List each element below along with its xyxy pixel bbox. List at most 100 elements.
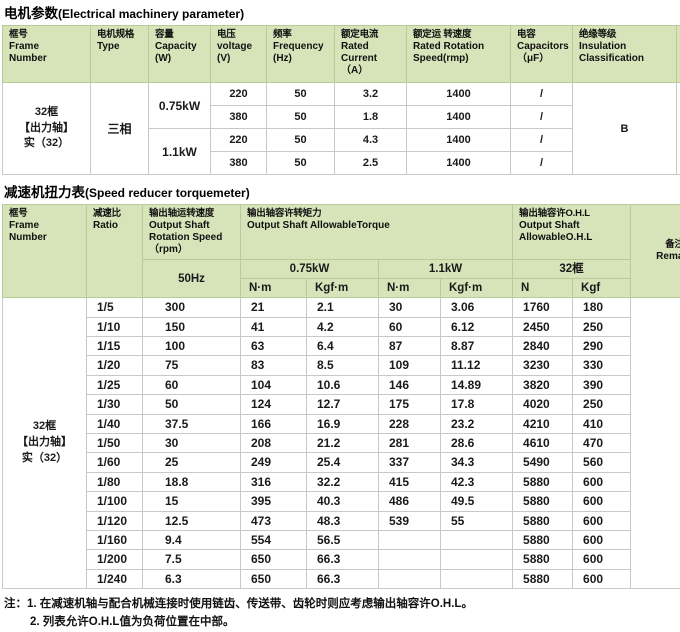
reducer-ohl-kgf: 470 xyxy=(573,434,631,453)
footnotes: 注：1. 在减速机轴与配合机械连接时使用链齿、传送带、齿轮时则应考虑输出轴容许O… xyxy=(4,596,680,632)
reducer-ohl-n: 5880 xyxy=(513,550,573,569)
reducer-ohl-n: 3230 xyxy=(513,356,573,375)
reducer-torque-11-nm: 60 xyxy=(379,317,441,336)
reducer-torque-11-kgfm: 23.2 xyxy=(441,414,513,433)
reducer-torque-11-nm xyxy=(379,531,441,550)
reducer-ohl-n: 4020 xyxy=(513,395,573,414)
reducer-torque-11-nm: 109 xyxy=(379,356,441,375)
reducer-torque-075-kgfm: 10.6 xyxy=(307,375,379,394)
reducer-speed-value: 30 xyxy=(143,434,241,453)
electrical-capacitors-value: / xyxy=(511,129,573,152)
electrical-capacitors-value: / xyxy=(511,83,573,106)
reducer-ohl-kgf: 330 xyxy=(573,356,631,375)
reducer-ohl-kgf: 390 xyxy=(573,375,631,394)
speed-reducer-torque-table: 框号 Frame Number 减速比 Ratio 输出轴运转速度 Output… xyxy=(2,204,680,589)
reducer-ohl-kgf: 410 xyxy=(573,414,631,433)
electrical-frame-number-cell: 32框 【出力轴】 实（32） xyxy=(3,83,91,175)
reducer-torque-11-kgfm: 34.3 xyxy=(441,453,513,472)
reducer-torque-075-nm: 249 xyxy=(241,453,307,472)
reducer-table-title: 减速机扭力表(Speed reducer torquemeter) xyxy=(0,175,680,204)
electrical-rated-speed-value: 1400 xyxy=(407,83,511,106)
table-row: 1/100 15 395 40.3 486 49.5 5880 600 xyxy=(3,492,680,511)
reducer-torque-075-nm: 316 xyxy=(241,472,307,491)
reducer-ratio-value: 1/200 xyxy=(87,550,143,569)
reducer-ohl-kgf: 600 xyxy=(573,531,631,550)
table-row: 1/160 9.4 554 56.5 5880 600 xyxy=(3,531,680,550)
reducer-torque-075-nm: 21 xyxy=(241,298,307,317)
header-frequency-50hz: 50Hz xyxy=(143,260,241,298)
reducer-torque-11-kgfm xyxy=(441,569,513,588)
reducer-header-row-1: 框号 Frame Number 减速比 Ratio 输出轴运转速度 Output… xyxy=(3,205,680,260)
reducer-torque-075-nm: 650 xyxy=(241,550,307,569)
reducer-ohl-kgf: 600 xyxy=(573,569,631,588)
reducer-torque-11-kgfm: 14.89 xyxy=(441,375,513,394)
table-row: 32框 【出力轴】 实（32） 三相 0.75kW 220 50 3.2 140… xyxy=(3,83,680,106)
electrical-voltage-value: 220 xyxy=(211,83,267,106)
reducer-title-cn: 减速机扭力表 xyxy=(4,185,85,200)
electrical-frequency-value: 50 xyxy=(267,106,335,129)
reducer-torque-11-kgfm xyxy=(441,531,513,550)
reducer-torque-11-nm: 175 xyxy=(379,395,441,414)
reducer-torque-075-kgfm: 25.4 xyxy=(307,453,379,472)
electrical-capacity-cell: 1.1kW xyxy=(149,129,211,175)
reducer-torque-075-kgfm: 40.3 xyxy=(307,492,379,511)
electrical-machinery-table: 框号 Frame Number 电机规格 Type 容量 Capacity (W… xyxy=(2,25,680,175)
reducer-torque-11-kgfm: 49.5 xyxy=(441,492,513,511)
header-output-shaft-allowable-ohl: 输出轴容许O.H.L Output Shaft AllowableO.H.L xyxy=(513,205,631,260)
reducer-torque-075-nm: 63 xyxy=(241,336,307,355)
reducer-ohl-kgf: 180 xyxy=(573,298,631,317)
electrical-voltage-value: 380 xyxy=(211,152,267,175)
electrical-insulation-value: B xyxy=(573,83,677,175)
reducer-speed-value: 60 xyxy=(143,375,241,394)
reducer-torque-11-nm: 539 xyxy=(379,511,441,530)
reducer-ohl-n: 5880 xyxy=(513,569,573,588)
reducer-speed-value: 18.8 xyxy=(143,472,241,491)
electrical-rated-current-value: 3.2 xyxy=(335,83,407,106)
table-row: 1/240 6.3 650 66.3 5880 600 xyxy=(3,569,680,588)
reducer-ratio-value: 1/25 xyxy=(87,375,143,394)
reducer-torque-075-kgfm: 12.7 xyxy=(307,395,379,414)
header-protective-system: 保护方式 Protective system xyxy=(677,26,680,83)
reducer-ratio-value: 1/15 xyxy=(87,336,143,355)
reducer-remark-cell xyxy=(631,298,680,589)
reducer-torque-11-nm: 486 xyxy=(379,492,441,511)
header-torque-group-075kw: 0.75kW xyxy=(241,260,379,279)
electrical-rated-speed-value: 1400 xyxy=(407,152,511,175)
reducer-ohl-kgf: 600 xyxy=(573,550,631,569)
reducer-torque-11-kgfm: 42.3 xyxy=(441,472,513,491)
reducer-speed-value: 100 xyxy=(143,336,241,355)
reducer-torque-075-nm: 166 xyxy=(241,414,307,433)
reducer-speed-value: 150 xyxy=(143,317,241,336)
electrical-rated-speed-value: 1400 xyxy=(407,106,511,129)
reducer-torque-11-kgfm: 28.6 xyxy=(441,434,513,453)
reducer-torque-11-kgfm xyxy=(441,550,513,569)
reducer-torque-075-nm: 124 xyxy=(241,395,307,414)
header-torque-group-11kw: 1.1kW xyxy=(379,260,513,279)
electrical-rated-speed-value: 1400 xyxy=(407,129,511,152)
reducer-torque-075-nm: 473 xyxy=(241,511,307,530)
table-row: 1/15 100 63 6.4 87 8.87 2840 290 xyxy=(3,336,680,355)
header-unit-kgfm-075: Kgf·m xyxy=(307,279,379,298)
header-unit-kgfm-11: Kgf·m xyxy=(441,279,513,298)
reducer-frame-number-cell: 32框 【出力轴】 实（32） xyxy=(3,298,87,589)
electrical-header-row: 框号 Frame Number 电机规格 Type 容量 Capacity (W… xyxy=(3,26,680,83)
reducer-torque-11-kgfm: 8.87 xyxy=(441,336,513,355)
table-row: 1/50 30 208 21.2 281 28.6 4610 470 xyxy=(3,434,680,453)
header-insulation-classification: 绝缘等级 Insulation Classification xyxy=(573,26,677,83)
reducer-ohl-n: 1760 xyxy=(513,298,573,317)
electrical-frequency-value: 50 xyxy=(267,129,335,152)
reducer-torque-11-nm: 337 xyxy=(379,453,441,472)
reducer-ohl-n: 4610 xyxy=(513,434,573,453)
reducer-ohl-kgf: 560 xyxy=(573,453,631,472)
reducer-ratio-value: 1/50 xyxy=(87,434,143,453)
reducer-speed-value: 50 xyxy=(143,395,241,414)
reducer-ratio-value: 1/10 xyxy=(87,317,143,336)
header-motor-type: 电机规格 Type xyxy=(91,26,149,83)
reducer-ohl-n: 4210 xyxy=(513,414,573,433)
reducer-speed-value: 7.5 xyxy=(143,550,241,569)
reducer-speed-value: 37.5 xyxy=(143,414,241,433)
electrical-title-en: (Electrical machinery parameter) xyxy=(58,7,244,21)
header-voltage: 电压 voltage (V) xyxy=(211,26,267,83)
reducer-ohl-kgf: 290 xyxy=(573,336,631,355)
reducer-speed-value: 12.5 xyxy=(143,511,241,530)
